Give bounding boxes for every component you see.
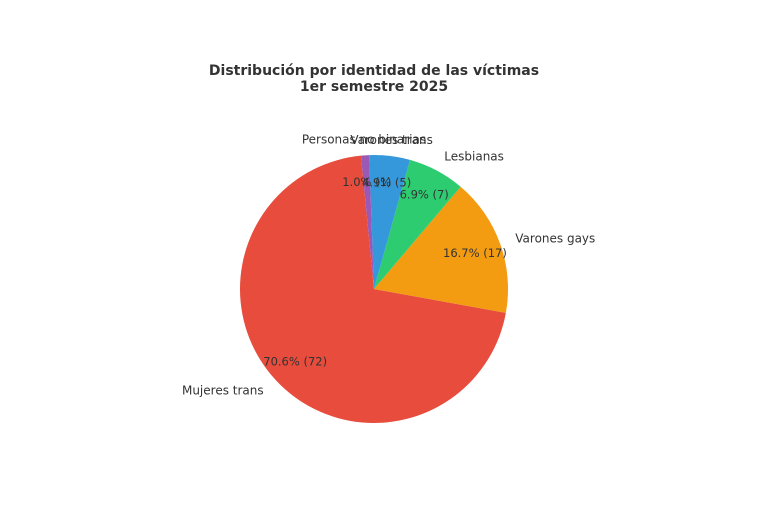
slice-percent-label: 70.6% (72) <box>263 355 327 369</box>
slice-percent-label: 16.7% (17) <box>443 246 507 260</box>
slice-percent-label: 1.0% (1) <box>342 175 391 189</box>
pie-slice-varones-trans <box>369 155 410 289</box>
slice-percent-label: 6.9% (7) <box>400 187 449 201</box>
pie-slice-mujeres-trans <box>240 155 506 423</box>
slice-label: Lesbianas <box>444 149 504 163</box>
slice-label: Varones trans <box>350 133 433 147</box>
pie-slice-varones-gays <box>374 186 508 313</box>
pie-slice-personas-no-binarias <box>360 155 374 289</box>
chart-subtitle: 1er semestre 2025 <box>300 79 448 95</box>
chart-title: Distribución por identidad de las víctim… <box>209 63 539 79</box>
slice-label: Mujeres trans <box>182 384 264 398</box>
pie-slice-lesbianas <box>374 159 461 289</box>
slice-percent-label: 4.9% (5) <box>362 176 411 190</box>
slice-label: Varones gays <box>515 231 595 245</box>
slice-label: Personas no binarias <box>302 132 426 146</box>
pie-labels: Mujeres trans 70.6% (72) Varones gays 16.7%… <box>182 132 595 397</box>
pie-slices <box>240 155 508 423</box>
